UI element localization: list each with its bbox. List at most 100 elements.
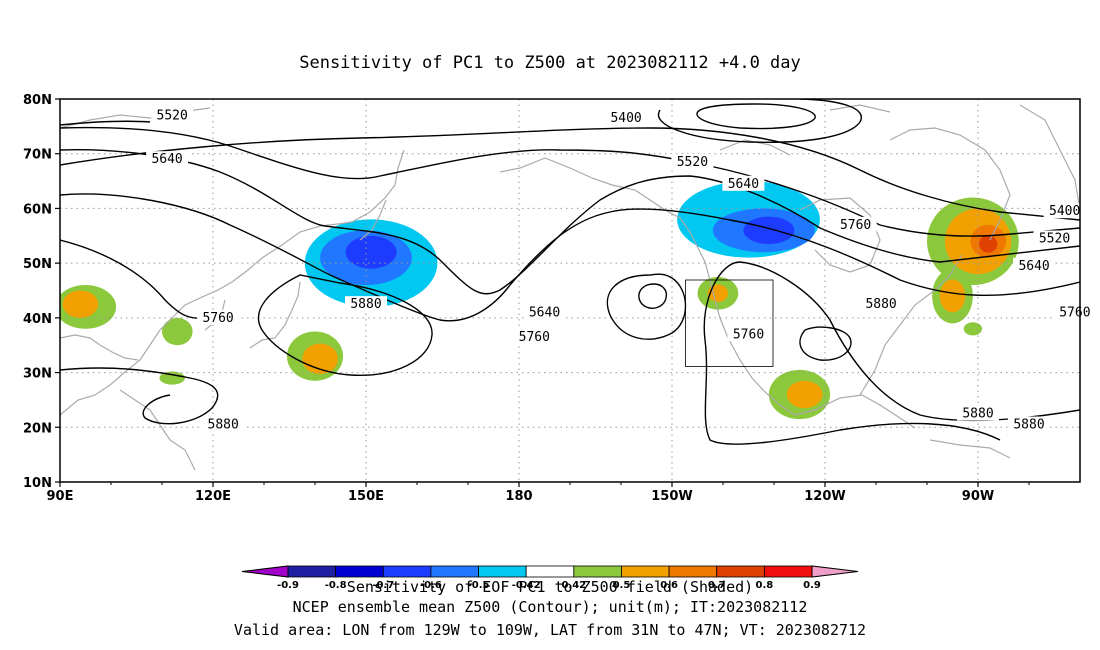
lat-tick-label: 70N bbox=[23, 148, 52, 163]
colorbar-min-triangle bbox=[241, 565, 289, 578]
contour-5520 bbox=[60, 126, 1080, 237]
lat-tick-label: 40N bbox=[23, 312, 52, 327]
colorbar-tick-label: 0.5 bbox=[613, 580, 631, 591]
contour-label-bg bbox=[860, 296, 903, 312]
lon-tick-label: 180 bbox=[505, 489, 532, 504]
contour-label: 5760 bbox=[202, 311, 233, 326]
contour-label-bg bbox=[834, 216, 877, 232]
valid-area-box bbox=[685, 279, 774, 367]
contour-5760 bbox=[60, 193, 1080, 322]
contour-high-sw bbox=[606, 273, 687, 340]
colorbar-bin bbox=[430, 565, 479, 578]
colorbar-bin bbox=[335, 565, 384, 578]
contour-label-bg bbox=[202, 416, 245, 432]
contour-label: 5880 bbox=[350, 297, 381, 312]
contour-5880-pacific bbox=[257, 274, 433, 377]
colorbar-bin bbox=[621, 565, 670, 578]
contour-label: 5880 bbox=[1013, 418, 1044, 433]
contour-5880-east bbox=[703, 261, 1080, 445]
contour-label: 5880 bbox=[208, 418, 239, 433]
lon-tick-label: 120E bbox=[195, 489, 231, 504]
contour-label-bg bbox=[197, 309, 240, 325]
colorbar-tick-label: 0.42 bbox=[561, 580, 586, 591]
colorbar-tick-label: 0.8 bbox=[756, 580, 774, 591]
contour-5760-west bbox=[60, 239, 211, 320]
contour-label: 5400 bbox=[1049, 204, 1080, 219]
colorbar-bin bbox=[382, 565, 432, 578]
colorbar-tick-label: -0.9 bbox=[277, 580, 299, 591]
contour-label-bg bbox=[727, 326, 770, 342]
contour-label: 5640 bbox=[529, 305, 560, 320]
contour-label-bg bbox=[671, 153, 714, 169]
contour-arctic-low bbox=[696, 103, 816, 130]
contour-labels: 5520 5640 5400 5520 5640 5760 5880 5400 5520 5640… bbox=[146, 107, 1096, 433]
shaded-region-22 bbox=[963, 322, 983, 336]
colorbar-tick-label: -0.6 bbox=[420, 580, 442, 591]
contour-label: 5640 bbox=[1018, 259, 1049, 274]
contour-label-bg bbox=[523, 304, 566, 320]
lat-tick-label: 20N bbox=[23, 421, 52, 436]
colorbar-max-triangle bbox=[811, 565, 859, 578]
contour-label: 5640 bbox=[151, 152, 182, 167]
contour-label: 5520 bbox=[1039, 232, 1070, 247]
lat-tick-label: 10N bbox=[23, 476, 52, 491]
shaded-region-20 bbox=[162, 317, 193, 346]
contour-5520-west bbox=[60, 120, 151, 126]
contour-5400 bbox=[60, 127, 1080, 221]
contour-label: 5520 bbox=[157, 108, 188, 123]
contour-label: 5640 bbox=[728, 177, 759, 192]
shaded-region-5 bbox=[743, 216, 795, 244]
contour-label: 5760 bbox=[840, 218, 871, 233]
lon-tick-label: 120W bbox=[804, 489, 845, 504]
shaded-region-2 bbox=[345, 235, 397, 269]
contour-5640 bbox=[60, 148, 1080, 295]
contour-label-bg bbox=[345, 296, 387, 312]
contour-label: 5760 bbox=[519, 330, 550, 345]
contour-label-bg bbox=[513, 329, 556, 345]
shaded-region-19 bbox=[62, 290, 99, 318]
contour-label-bg bbox=[1013, 257, 1056, 273]
lon-tick-label: 150E bbox=[348, 489, 384, 504]
contour-label-bg bbox=[722, 175, 765, 191]
contour-5880-midwest bbox=[799, 326, 852, 361]
contour-label: 5520 bbox=[677, 155, 708, 170]
shaded-region-9 bbox=[979, 235, 998, 253]
chart-title: Sensitivity of PC1 to Z500 at 2023082112… bbox=[299, 53, 801, 73]
colorbar-tick-label: 0.7 bbox=[708, 580, 726, 591]
contour-5880-west bbox=[60, 367, 219, 425]
contour-label: 5400 bbox=[610, 111, 641, 126]
contour-label-bg bbox=[146, 151, 189, 167]
lat-tick-label: 50N bbox=[23, 257, 52, 272]
contour-label-bg bbox=[1043, 203, 1086, 219]
footer-line-2: NCEP ensemble mean Z500 (Contour); unit(… bbox=[292, 598, 808, 616]
contour-label: 5760 bbox=[733, 327, 764, 342]
lat-tick-label: 30N bbox=[23, 367, 52, 382]
colorbar: -0.9 -0.8 -0.7 -0.6 -0.5 -0.42 0.42 0.5 0.6 0.7 0.… bbox=[241, 565, 859, 591]
contour-label-bg bbox=[605, 110, 648, 126]
contour-label-bg bbox=[957, 405, 999, 421]
contour-label: 5880 bbox=[865, 297, 896, 312]
contour-label: 5760 bbox=[1059, 305, 1090, 320]
colorbar-bin bbox=[573, 565, 622, 578]
colorbar-bin bbox=[716, 565, 765, 578]
shaded-region-21 bbox=[159, 371, 185, 385]
z500-contours bbox=[60, 99, 1080, 445]
colorbar-tick-label: -0.7 bbox=[372, 580, 394, 591]
colorbar-tick-label: 0.6 bbox=[660, 580, 678, 591]
colorbar-tick-label: -0.42 bbox=[512, 580, 541, 591]
sensitivity-shading bbox=[60, 181, 1019, 420]
contour-label-bg bbox=[151, 107, 194, 123]
contour-label: 5880 bbox=[962, 407, 993, 422]
colorbar-tick-label: 0.9 bbox=[803, 580, 821, 591]
colorbar-bin bbox=[525, 565, 575, 578]
contour-label-bg bbox=[1033, 230, 1076, 246]
shaded-region-11 bbox=[939, 279, 966, 313]
colorbar-bin bbox=[478, 565, 527, 578]
colorbar-tick-label: -0.5 bbox=[468, 580, 490, 591]
colorbar-tick-label: -0.8 bbox=[325, 580, 347, 591]
colorbar-bin bbox=[668, 565, 718, 578]
lat-tick-label: 80N bbox=[23, 93, 52, 108]
lat-tick-label: 60N bbox=[23, 202, 52, 217]
lon-tick-label: 90W bbox=[962, 489, 994, 504]
